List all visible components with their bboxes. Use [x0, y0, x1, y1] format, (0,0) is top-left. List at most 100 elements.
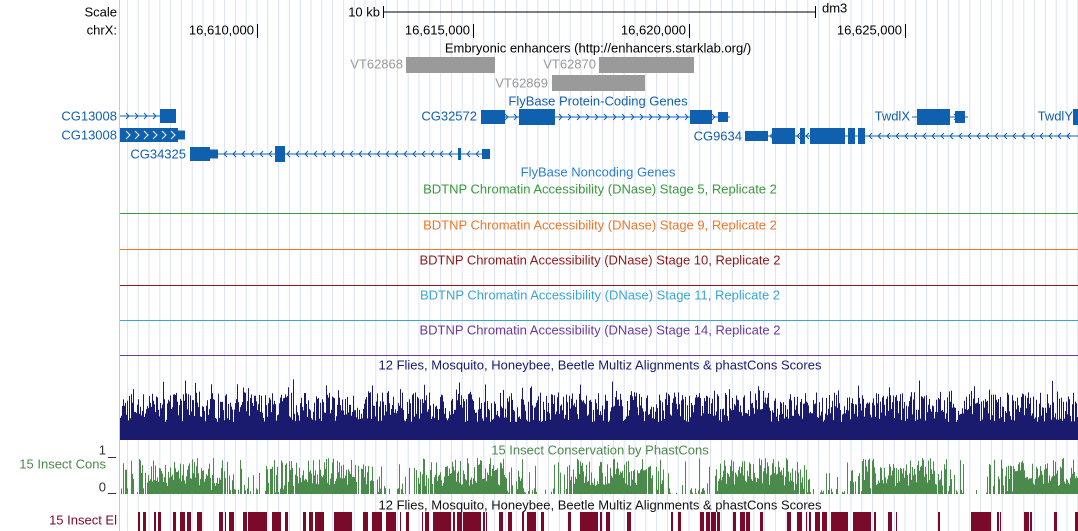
strand-arrow — [985, 132, 990, 140]
strand-arrow — [931, 132, 936, 140]
strand-arrow — [367, 150, 372, 158]
exon — [458, 148, 461, 160]
element — [568, 512, 571, 531]
exon — [178, 130, 185, 140]
element — [173, 512, 176, 531]
element — [853, 512, 871, 531]
element — [499, 512, 503, 531]
strand-arrow — [1066, 132, 1071, 140]
element — [1000, 512, 1001, 531]
element — [372, 512, 382, 531]
element — [760, 512, 763, 531]
strand-arrow — [475, 150, 480, 158]
element — [219, 512, 223, 531]
element — [671, 512, 673, 531]
strand-arrow — [412, 150, 417, 158]
position-label: 16,625,000 — [837, 22, 902, 37]
strand-arrow — [576, 113, 581, 121]
strand-arrow — [223, 150, 228, 158]
exon — [120, 128, 178, 142]
element — [285, 512, 288, 531]
element — [180, 512, 185, 531]
strand-arrow — [349, 150, 354, 158]
element — [541, 512, 544, 531]
strand-arrow — [657, 113, 662, 121]
enhancer — [552, 75, 645, 91]
exon — [519, 109, 555, 125]
element — [158, 512, 161, 531]
track-title: BDTNP Chromatin Accessibility (DNase) St… — [419, 252, 780, 267]
strand-arrow — [567, 113, 572, 121]
element — [143, 512, 146, 531]
track-title: BDTNP Chromatin Accessibility (DNase) St… — [419, 322, 780, 337]
track-title: 12 Flies, Mosquito, Honeybee, Beetle Mul… — [379, 357, 822, 372]
gene-label: TwdlX — [875, 108, 911, 123]
element — [971, 512, 991, 531]
exon — [745, 131, 768, 141]
strand-arrow — [711, 113, 716, 121]
strand-arrow — [430, 150, 435, 158]
element — [606, 512, 610, 531]
track-title: 12 Flies, Mosquito, Honeybee, Beetle Mul… — [379, 497, 822, 512]
strand-arrow — [648, 113, 653, 121]
strand-arrow — [1039, 132, 1044, 140]
gene-label: CG9634 — [694, 128, 742, 143]
track-label: 15 Insect Cons — [19, 456, 106, 471]
enhancer-label: VT62869 — [495, 75, 548, 90]
element — [422, 512, 423, 531]
exon — [190, 147, 210, 161]
strand-arrow — [322, 150, 327, 158]
element — [386, 512, 396, 531]
element — [678, 512, 681, 531]
gene-models — [120, 109, 1078, 162]
element — [400, 512, 401, 531]
element — [888, 512, 892, 531]
exon — [275, 146, 285, 162]
assembly-label: dm3 — [822, 0, 847, 15]
element — [225, 512, 226, 531]
element — [138, 512, 140, 531]
conserved-elements — [138, 512, 1078, 531]
element — [508, 512, 512, 531]
track-title: FlyBase Noncoding Genes — [521, 164, 676, 179]
position-label: 16,620,000 — [621, 22, 686, 37]
exon — [800, 128, 805, 144]
strand-arrow — [994, 132, 999, 140]
strand-arrow — [949, 132, 954, 140]
track-label: 15 Insect El — [49, 512, 117, 527]
conservation-histogram — [120, 379, 1078, 440]
element — [787, 512, 791, 531]
strand-arrow — [331, 150, 336, 158]
track-title: BDTNP Chromatin Accessibility (DNase) St… — [423, 217, 777, 232]
element — [806, 512, 807, 531]
gene-label: CG32572 — [421, 108, 477, 123]
strand-arrow — [295, 150, 300, 158]
element — [627, 512, 631, 531]
element — [363, 512, 368, 531]
track-title: 15 Insect Conservation by PhastCons — [491, 442, 709, 457]
exon — [1073, 109, 1078, 125]
strand-arrow — [152, 112, 157, 120]
strand-arrow — [513, 113, 518, 121]
element — [740, 512, 745, 531]
grid — [126, 0, 1078, 531]
element — [303, 512, 306, 531]
position-label: 16,610,000 — [189, 22, 254, 37]
strand-arrow — [170, 130, 176, 140]
element — [997, 512, 999, 531]
strand-arrow — [675, 113, 680, 121]
ruler-ticks — [257, 24, 906, 38]
strand-arrow — [796, 132, 801, 140]
strand-arrow — [232, 150, 237, 158]
element — [433, 512, 451, 531]
element — [527, 512, 536, 531]
enhancer-label: VT62868 — [350, 56, 403, 71]
exon — [482, 149, 490, 159]
enhancer-label: VT62870 — [543, 56, 596, 71]
axis-label: 0 — [99, 479, 106, 494]
strand-arrow — [612, 113, 617, 121]
element — [700, 512, 704, 531]
element — [580, 512, 598, 531]
element — [706, 512, 710, 531]
strand-arrow — [125, 130, 131, 140]
